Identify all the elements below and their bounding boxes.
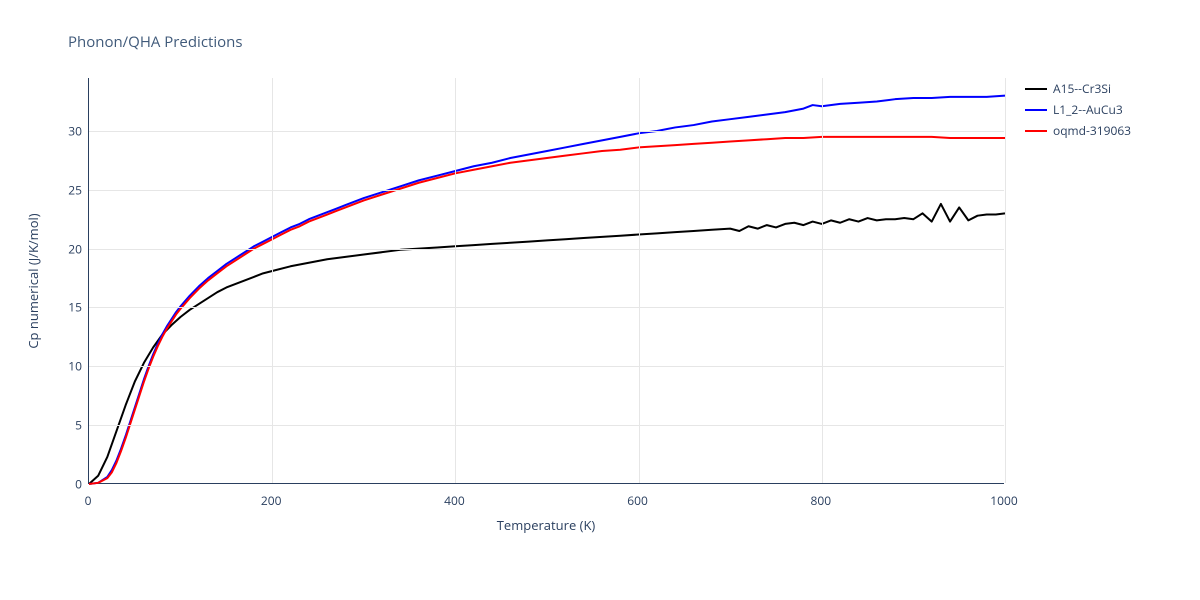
- gridline-v: [1005, 78, 1006, 483]
- legend-swatch: [1025, 109, 1047, 111]
- plot-area: [88, 78, 1004, 484]
- x-tick-label: 800: [811, 492, 832, 509]
- gridline-h: [89, 307, 1004, 308]
- legend-swatch: [1025, 88, 1047, 90]
- x-tick-label: 1000: [990, 492, 1017, 509]
- legend-swatch: [1025, 130, 1047, 132]
- legend-item[interactable]: oqmd-319063: [1025, 122, 1131, 139]
- legend-item[interactable]: L1_2--AuCu3: [1025, 101, 1131, 118]
- x-tick-label: 400: [444, 492, 465, 509]
- gridline-h: [89, 366, 1004, 367]
- legend: A15--Cr3Si L1_2--AuCu3 oqmd-319063: [1025, 80, 1131, 143]
- line-layer: [89, 78, 1005, 484]
- x-tick-label: 600: [627, 492, 648, 509]
- y-tick-label: 5: [60, 417, 82, 434]
- gridline-v: [455, 78, 456, 483]
- x-tick-label: 0: [85, 492, 92, 509]
- gridline-h: [89, 190, 1004, 191]
- gridline-v: [639, 78, 640, 483]
- y-tick-label: 30: [60, 122, 82, 139]
- gridline-h: [89, 131, 1004, 132]
- chart-title: Phonon/QHA Predictions: [68, 32, 243, 52]
- chart-root: Phonon/QHA Predictions Temperature (K) C…: [0, 0, 1200, 600]
- legend-label: L1_2--AuCu3: [1053, 101, 1123, 118]
- gridline-h: [89, 425, 1004, 426]
- gridline-h: [89, 249, 1004, 250]
- y-tick-label: 0: [60, 476, 82, 493]
- series-line: [89, 204, 1005, 484]
- y-tick-label: 10: [60, 358, 82, 375]
- gridline-v: [822, 78, 823, 483]
- x-tick-label: 200: [261, 492, 282, 509]
- legend-label: oqmd-319063: [1053, 122, 1131, 139]
- y-tick-label: 20: [60, 240, 82, 257]
- y-tick-label: 25: [60, 181, 82, 198]
- y-tick-label: 15: [60, 299, 82, 316]
- gridline-v: [272, 78, 273, 483]
- legend-label: A15--Cr3Si: [1053, 80, 1111, 97]
- legend-item[interactable]: A15--Cr3Si: [1025, 80, 1131, 97]
- x-axis-label: Temperature (K): [497, 516, 596, 534]
- y-axis-label: Cp numerical (J/K/mol): [24, 213, 42, 348]
